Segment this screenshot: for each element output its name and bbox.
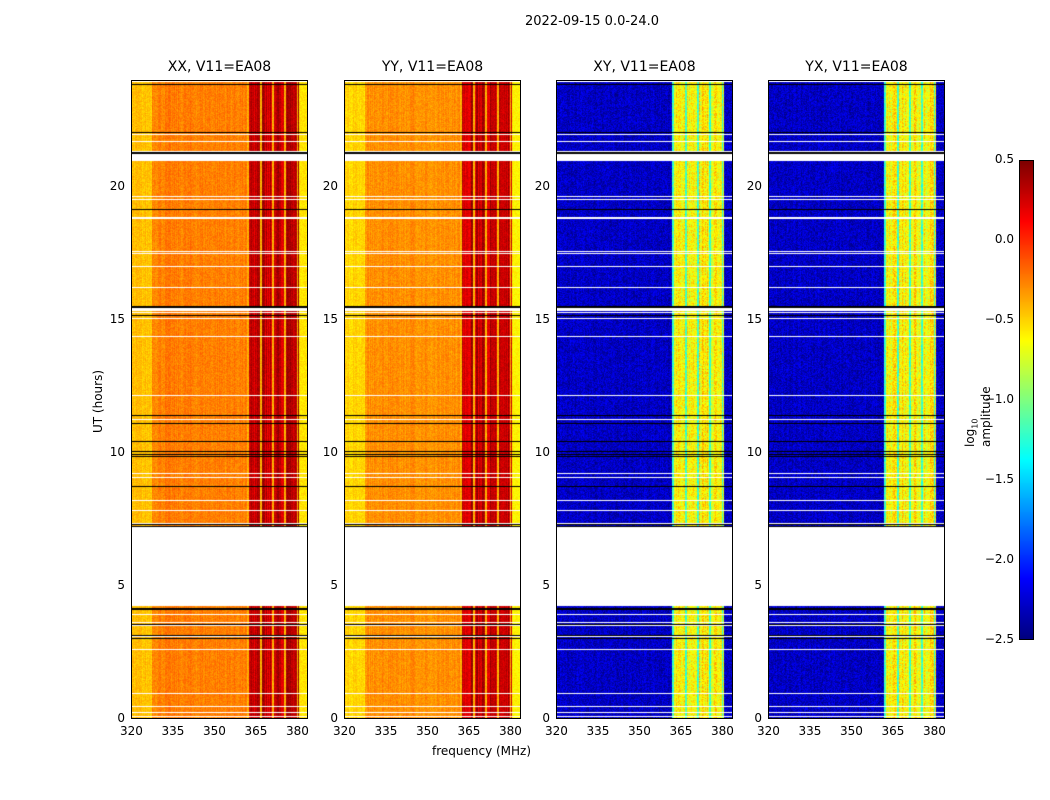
x-tick-label: 380 xyxy=(285,724,309,738)
y-tick-label: 20 xyxy=(746,178,762,193)
x-tick-label: 365 xyxy=(881,724,905,738)
colorbar-tick-label: −2.5 xyxy=(984,632,1014,646)
heatmap-panel xyxy=(556,80,733,719)
colorbar-tick-label: −0.5 xyxy=(984,312,1014,326)
figure-title: 2022-09-15 0.0-24.0 xyxy=(525,14,659,29)
y-tick-label: 15 xyxy=(322,311,338,326)
x-tick-label: 350 xyxy=(202,724,226,738)
y-tick-label: 5 xyxy=(330,577,338,592)
x-tick-label: 320 xyxy=(757,724,780,738)
y-tick-label: 5 xyxy=(542,577,550,592)
y-tick-label: 15 xyxy=(109,311,125,326)
panel-title: YY, V11=EA08 xyxy=(381,59,484,75)
x-tick-label: 365 xyxy=(244,724,268,738)
panel-title: YX, V11=EA08 xyxy=(805,59,908,75)
x-tick-label: 380 xyxy=(710,724,734,738)
x-tick-label: 335 xyxy=(161,724,185,738)
heatmap-panel xyxy=(131,80,308,719)
y-tick-label: 10 xyxy=(109,444,125,459)
heatmap-panel xyxy=(768,80,945,719)
x-tick-label: 380 xyxy=(922,724,946,738)
x-tick-label: 335 xyxy=(586,724,610,738)
y-tick-label: 10 xyxy=(746,444,762,459)
y-tick-label: 15 xyxy=(746,311,762,326)
y-tick-label: 10 xyxy=(534,444,550,459)
x-tick-label: 350 xyxy=(839,724,863,738)
colorbar-tick-label: −1.5 xyxy=(984,472,1014,486)
x-tick-label: 320 xyxy=(333,724,356,738)
y-tick-label: 0 xyxy=(754,711,762,725)
y-axis-label: UT (hours) xyxy=(91,369,105,433)
heatmap-cells xyxy=(557,81,732,718)
heatmap-cells xyxy=(345,81,520,718)
heatmap-cells xyxy=(769,81,944,718)
colorbar-tick-label: 0.0 xyxy=(994,232,1014,246)
y-tick-label: 20 xyxy=(322,178,338,193)
colorbar-tick-label: −2.0 xyxy=(984,552,1014,566)
colorbar-tick-label: −1.0 xyxy=(984,392,1014,406)
x-tick-label: 350 xyxy=(627,724,651,738)
y-tick-label: 20 xyxy=(534,178,550,193)
colorbar-label: log10 amplitude xyxy=(963,386,994,447)
y-tick-label: 20 xyxy=(109,178,125,193)
colorbar-tick-label: 0.5 xyxy=(994,152,1014,166)
x-tick-label: 320 xyxy=(545,724,568,738)
panel-title: XX, V11=EA08 xyxy=(167,59,272,75)
y-tick-label: 15 xyxy=(534,311,550,326)
y-tick-label: 10 xyxy=(322,444,338,459)
x-tick-label: 320 xyxy=(120,724,143,738)
x-tick-label: 365 xyxy=(669,724,693,738)
x-tick-label: 335 xyxy=(798,724,822,738)
y-tick-label: 0 xyxy=(330,711,338,725)
y-tick-label: 5 xyxy=(754,577,762,592)
x-axis-label: frequency (MHz) xyxy=(432,744,532,758)
y-tick-label: 0 xyxy=(542,711,550,725)
y-tick-label: 0 xyxy=(117,711,125,725)
x-tick-label: 365 xyxy=(457,724,481,738)
x-tick-label: 380 xyxy=(498,724,522,738)
heatmap-cells xyxy=(132,81,307,718)
panel-title: XY, V11=EA08 xyxy=(593,59,696,75)
x-tick-label: 335 xyxy=(374,724,398,738)
x-tick-label: 350 xyxy=(415,724,439,738)
y-tick-label: 5 xyxy=(117,577,125,592)
colorbar xyxy=(1019,160,1034,640)
heatmap-panel xyxy=(344,80,521,719)
